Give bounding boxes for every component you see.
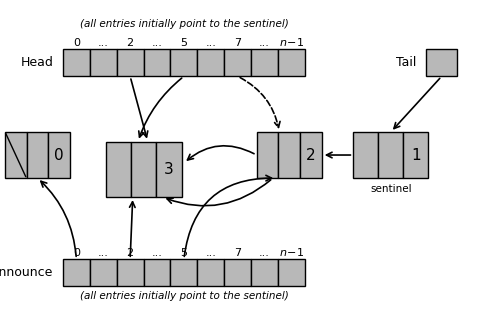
Bar (251, 49, 278, 76)
Bar (251, 259, 278, 286)
Text: 7: 7 (234, 38, 241, 48)
FancyArrowPatch shape (131, 79, 148, 137)
Text: sentinel: sentinel (370, 184, 412, 194)
Bar (132, 142, 156, 197)
FancyArrowPatch shape (187, 146, 254, 160)
Bar (403, 132, 428, 178)
Text: 0: 0 (55, 148, 64, 162)
Text: 5: 5 (181, 248, 187, 258)
Bar (224, 259, 251, 286)
Text: ...: ... (98, 38, 109, 48)
Text: 2: 2 (306, 148, 316, 162)
FancyArrowPatch shape (240, 78, 280, 128)
Text: 7: 7 (234, 248, 241, 258)
Text: ...: ... (259, 38, 270, 48)
Bar (170, 49, 197, 76)
Text: Head: Head (20, 56, 53, 69)
Bar (5, 132, 27, 178)
Text: ...: ... (151, 38, 163, 48)
FancyArrowPatch shape (327, 152, 350, 158)
Bar (106, 142, 132, 197)
Bar (197, 49, 224, 76)
Text: (all entries initially point to the sentinel): (all entries initially point to the sent… (79, 291, 288, 301)
Bar (144, 259, 170, 286)
Bar (278, 132, 300, 178)
Bar (27, 132, 48, 178)
Bar (257, 132, 278, 178)
Bar (170, 259, 197, 286)
Bar (156, 142, 182, 197)
Text: ...: ... (259, 248, 270, 258)
Bar (48, 132, 70, 178)
FancyArrowPatch shape (184, 175, 272, 256)
FancyArrowPatch shape (130, 202, 135, 256)
Bar (278, 49, 305, 76)
Text: Announce: Announce (0, 266, 53, 279)
Text: (all entries initially point to the sentinel): (all entries initially point to the sent… (79, 19, 288, 29)
Bar (353, 132, 378, 178)
Bar (300, 132, 322, 178)
Text: $n\!-\!1$: $n\!-\!1$ (279, 36, 304, 48)
Text: ...: ... (151, 248, 163, 258)
Bar (144, 49, 170, 76)
FancyArrowPatch shape (167, 180, 271, 206)
Bar (90, 49, 117, 76)
Text: 2: 2 (127, 248, 134, 258)
Bar (378, 132, 403, 178)
Bar (117, 49, 144, 76)
Bar (426, 49, 457, 76)
Bar (63, 259, 90, 286)
Text: 0: 0 (73, 248, 80, 258)
Bar (224, 49, 251, 76)
Text: ...: ... (98, 248, 109, 258)
Bar (63, 49, 90, 76)
Text: 2: 2 (127, 38, 134, 48)
Text: 1: 1 (411, 148, 421, 162)
Text: $n\!-\!1$: $n\!-\!1$ (279, 245, 304, 258)
Text: ...: ... (205, 38, 216, 48)
Text: Tail: Tail (396, 56, 416, 69)
Bar (278, 259, 305, 286)
Bar (90, 259, 117, 286)
FancyArrowPatch shape (139, 78, 182, 137)
Text: 0: 0 (73, 38, 80, 48)
Text: ...: ... (205, 248, 216, 258)
Text: 3: 3 (164, 162, 174, 177)
Text: 5: 5 (181, 38, 187, 48)
Bar (117, 259, 144, 286)
Bar (197, 259, 224, 286)
FancyArrowPatch shape (394, 78, 440, 128)
FancyArrowPatch shape (41, 181, 76, 256)
